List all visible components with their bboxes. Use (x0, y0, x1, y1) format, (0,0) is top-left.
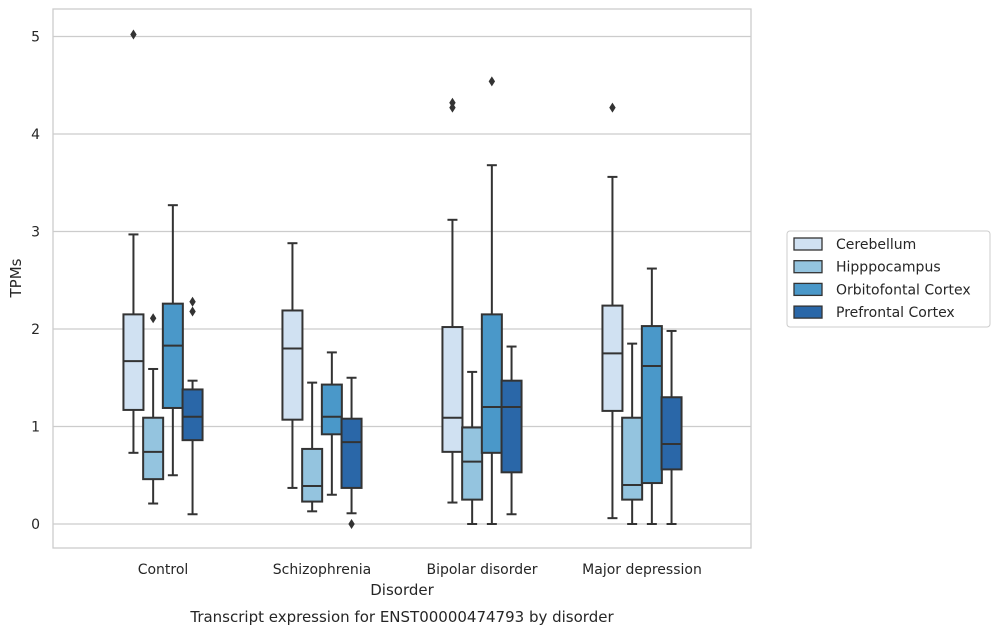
box (601, 102, 624, 520)
legend-swatch (793, 237, 823, 251)
y-tick-label: 4 (31, 127, 40, 143)
box-body (461, 426, 484, 501)
x-axis-label: Disorder (370, 581, 434, 599)
outlier-point (348, 519, 355, 529)
box-body (640, 325, 663, 485)
box (480, 76, 503, 525)
box-body (320, 383, 343, 436)
box-body (480, 313, 503, 454)
y-tick-label: 0 (31, 517, 40, 533)
outlier-point (609, 102, 616, 113)
x-tick-label: Control (138, 562, 189, 578)
outlier-point (149, 313, 157, 324)
legend-frame (786, 230, 991, 328)
box (281, 242, 304, 489)
box-body (181, 388, 204, 442)
legend-label: Cerebellum (836, 237, 916, 253)
box (161, 204, 184, 477)
box (500, 345, 523, 516)
legend-swatch (793, 260, 823, 274)
series-cerebellum (122, 29, 624, 520)
series-prefrontal-cortex (181, 296, 683, 529)
box (122, 29, 145, 454)
box-body (301, 447, 324, 503)
box-body (281, 309, 304, 421)
legend-label: Orbitofontal Cortex (836, 282, 971, 298)
box-body (142, 416, 165, 481)
legend-swatch (793, 305, 823, 319)
box-body (601, 304, 624, 412)
legend-label: Hipppocampus (836, 260, 941, 276)
x-tick-label: Major depression (582, 562, 702, 578)
box-body (340, 417, 363, 489)
box (301, 381, 324, 513)
box (320, 351, 343, 496)
box (660, 329, 683, 525)
y-tick-labels: 0 1 2 3 4 5 (31, 30, 40, 534)
box-body (500, 379, 523, 474)
box (441, 97, 464, 504)
outlier-point (449, 97, 456, 108)
y-tick-label: 3 (31, 225, 40, 241)
x-tick-label: Schizophrenia (273, 562, 371, 578)
box (142, 313, 165, 505)
box (461, 370, 484, 525)
box (621, 342, 644, 525)
chart-caption: Transcript expression for ENST0000047479… (189, 608, 614, 626)
box-body (441, 326, 464, 453)
series-orbitofontal-cortex (161, 76, 663, 525)
y-tick-label: 2 (31, 322, 40, 338)
outlier-point (130, 29, 137, 40)
series-hipppocampus (142, 313, 644, 525)
outlier-point (488, 76, 496, 87)
outlier-point (189, 296, 196, 307)
y-tick-label: 1 (31, 420, 40, 436)
box (640, 267, 663, 525)
y-tick-label: 5 (31, 30, 40, 46)
legend: Cerebellum Hipppocampus Orbitofontal Corte… (786, 230, 991, 328)
box (340, 376, 363, 529)
box-body (660, 396, 683, 471)
x-tick-label: Bipolar disorder (426, 562, 537, 578)
box-body (621, 416, 644, 501)
x-tick-labels: Control Schizophrenia Bipolar disorder Majo… (138, 562, 702, 578)
plot-area-frame (52, 8, 752, 549)
legend-label: Prefrontal Cortex (836, 305, 955, 321)
outlier-point (189, 306, 196, 317)
legend-swatch (793, 282, 823, 297)
y-axis-label: TPMs (7, 258, 25, 298)
box-body (161, 302, 184, 409)
box-series (122, 29, 683, 529)
box (181, 296, 204, 516)
